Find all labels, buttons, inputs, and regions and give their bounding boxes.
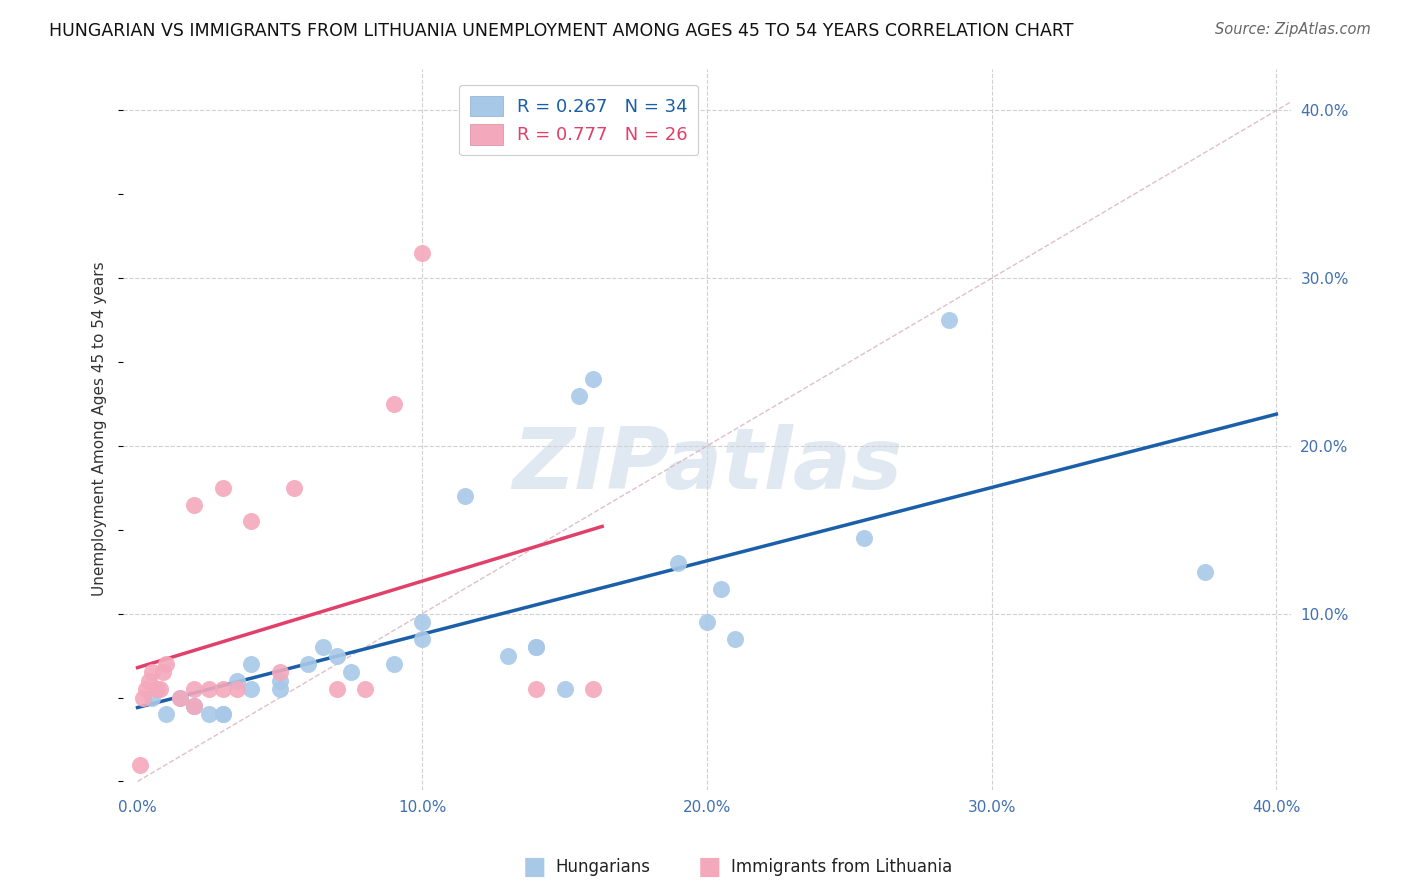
Point <box>382 657 405 671</box>
Point <box>183 698 205 713</box>
Point <box>269 682 291 697</box>
Point <box>152 665 174 680</box>
Point <box>724 632 747 646</box>
Text: ■: ■ <box>699 855 721 879</box>
Y-axis label: Unemployment Among Ages 45 to 54 years: Unemployment Among Ages 45 to 54 years <box>93 262 107 597</box>
Point <box>240 515 263 529</box>
Point <box>1194 565 1216 579</box>
Point <box>183 682 205 697</box>
Text: ■: ■ <box>523 855 546 879</box>
Point <box>197 682 219 697</box>
Point <box>297 657 319 671</box>
Point <box>340 665 363 680</box>
Point <box>938 313 960 327</box>
Legend: R = 0.267   N = 34, R = 0.777   N = 26: R = 0.267 N = 34, R = 0.777 N = 26 <box>460 85 699 155</box>
Point <box>146 682 169 697</box>
Point <box>524 682 547 697</box>
Point <box>326 648 349 663</box>
Point <box>149 682 172 697</box>
Point <box>155 707 177 722</box>
Point <box>240 682 263 697</box>
Point <box>135 682 157 697</box>
Point <box>212 481 235 495</box>
Point <box>411 246 433 260</box>
Text: HUNGARIAN VS IMMIGRANTS FROM LITHUANIA UNEMPLOYMENT AMONG AGES 45 TO 54 YEARS CO: HUNGARIAN VS IMMIGRANTS FROM LITHUANIA U… <box>49 22 1074 40</box>
Text: Immigrants from Lithuania: Immigrants from Lithuania <box>731 858 952 876</box>
Point <box>283 481 305 495</box>
Point <box>155 657 177 671</box>
Point <box>582 682 605 697</box>
Point <box>197 707 219 722</box>
Point <box>169 690 191 705</box>
Point <box>212 707 235 722</box>
Point <box>169 690 191 705</box>
Point <box>212 682 235 697</box>
Point <box>696 615 718 629</box>
Point <box>568 389 591 403</box>
Point <box>212 707 235 722</box>
Point <box>138 673 160 688</box>
Point <box>129 757 152 772</box>
Point <box>710 582 733 596</box>
Point <box>269 665 291 680</box>
Point <box>183 698 205 713</box>
Point <box>411 615 433 629</box>
Point <box>454 489 477 503</box>
Point <box>668 557 690 571</box>
Point <box>311 640 333 655</box>
Point <box>354 682 377 697</box>
Point <box>141 665 163 680</box>
Point <box>411 632 433 646</box>
Point <box>240 657 263 671</box>
Point <box>496 648 519 663</box>
Point <box>326 682 349 697</box>
Point <box>183 498 205 512</box>
Point <box>132 690 155 705</box>
Point <box>269 673 291 688</box>
Point <box>524 640 547 655</box>
Text: ZIPatlas: ZIPatlas <box>512 424 903 507</box>
Text: Source: ZipAtlas.com: Source: ZipAtlas.com <box>1215 22 1371 37</box>
Point <box>382 397 405 411</box>
Point <box>226 673 249 688</box>
Text: Hungarians: Hungarians <box>555 858 651 876</box>
Point <box>852 531 875 545</box>
Point <box>141 690 163 705</box>
Point <box>226 682 249 697</box>
Point <box>183 698 205 713</box>
Point <box>582 372 605 386</box>
Point <box>524 640 547 655</box>
Point <box>554 682 576 697</box>
